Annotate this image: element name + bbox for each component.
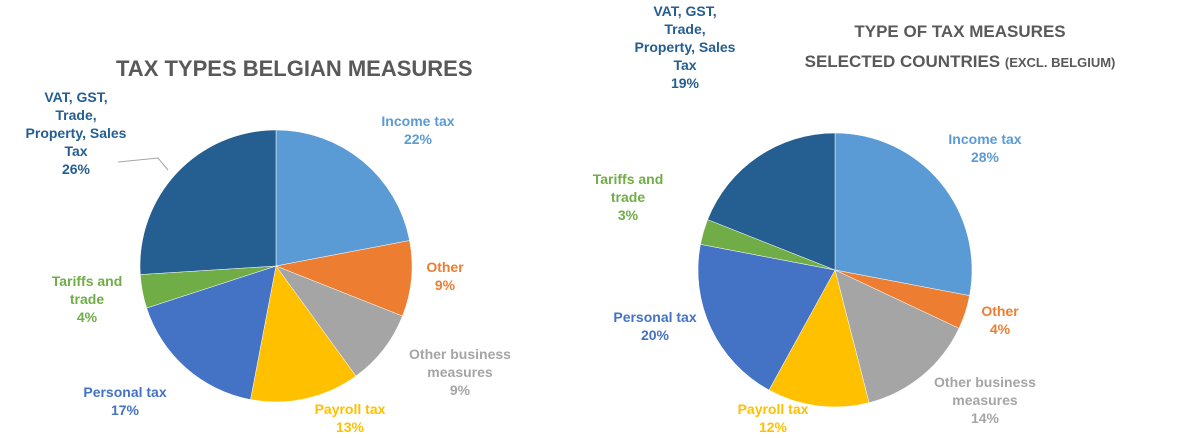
slice-label: Other business measures [409,346,511,380]
slice-label: Tariffs and trade [51,273,123,307]
pie-slice [250,265,357,403]
slice-label: VAT, GST, Trade, Property, Sales Tax [634,3,736,73]
chart-title: TYPE OF TAX MEASURES [854,22,1066,41]
slice-label: VAT, GST, Trade, Property, Sales Tax [25,89,127,159]
pie-slice [697,244,836,391]
value-label: 9% [449,382,471,398]
value-label: 22% [403,131,433,147]
pie-slice [707,132,836,271]
value-label: 17% [110,402,140,418]
slice-label: Income tax [948,131,1022,147]
value-label: 3% [617,207,639,223]
slice-label: Payroll tax [314,401,386,417]
pie-slice [275,129,410,267]
slice-label: Other [981,303,1019,319]
chart-subtitle: SELECTED COUNTRIES (EXCL. BELGIUM) [760,52,1160,72]
pie-slice [834,269,960,404]
subtitle-text: SELECTED COUNTRIES [804,52,1001,71]
value-label: 4% [989,321,1011,337]
value-label: 20% [640,327,670,343]
subtitle-note: (EXCL. BELGIUM) [1004,55,1116,70]
pie-slice [834,132,973,296]
pie-slice [139,129,277,275]
slice-label: Payroll tax [737,401,809,417]
value-label: 12% [758,419,788,435]
slice-label: Income tax [381,113,455,129]
slice-label: Personal tax [83,384,167,400]
slice-label: Tariffs and trade [592,171,664,205]
slice-label: Personal tax [613,309,697,325]
value-label: 9% [434,277,456,293]
value-label: 13% [335,419,365,435]
value-label: 26% [61,161,91,177]
value-label: 4% [76,309,98,325]
slice-label: Other [426,259,464,275]
pie-slice [768,269,870,408]
value-label: 14% [970,410,1000,426]
slice-label: Other business measures [934,374,1036,408]
pie-slice [146,265,277,400]
leader-line [117,157,169,171]
chart-title: TAX TYPES BELGIAN MEASURES [116,56,473,81]
value-label: 28% [970,149,1000,165]
value-label: 19% [670,75,700,91]
